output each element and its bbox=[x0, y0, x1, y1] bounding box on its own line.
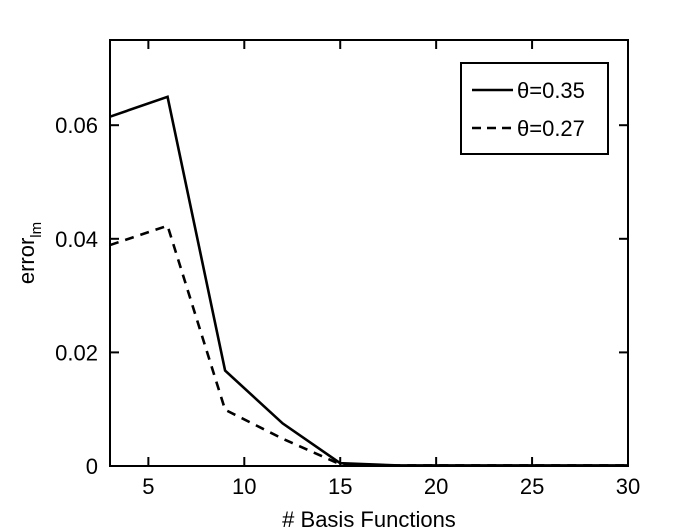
y-axis-label-subscript: lm bbox=[28, 222, 45, 238]
x-axis-label: # Basis Functions bbox=[282, 507, 456, 531]
legend: θ=0.35 θ=0.27 bbox=[460, 62, 609, 155]
x-tick-label: 30 bbox=[616, 474, 640, 499]
legend-box bbox=[460, 62, 609, 155]
y-tick-label: 0.02 bbox=[55, 340, 98, 365]
legend-label: θ=0.35 bbox=[517, 78, 585, 103]
x-tick-label: 25 bbox=[520, 474, 544, 499]
x-tick-label: 15 bbox=[328, 474, 352, 499]
tick-layer: 5 10 15 20 25 30 0 0.02 0.04 0.06 bbox=[55, 40, 640, 499]
x-tick-label: 10 bbox=[232, 474, 256, 499]
y-tick-label: 0.06 bbox=[55, 113, 98, 138]
legend-label: θ=0.27 bbox=[517, 116, 585, 141]
label-layer: # Basis Functions errorlm bbox=[14, 222, 456, 531]
plot-frame bbox=[109, 39, 629, 467]
y-tick-label: 0.04 bbox=[55, 227, 98, 252]
y-axis-label: errorlm bbox=[14, 222, 45, 284]
y-tick-label: 0 bbox=[86, 454, 98, 479]
x-tick-label: 5 bbox=[142, 474, 154, 499]
x-tick-label: 20 bbox=[424, 474, 448, 499]
y-axis-label-main: error bbox=[14, 238, 39, 284]
